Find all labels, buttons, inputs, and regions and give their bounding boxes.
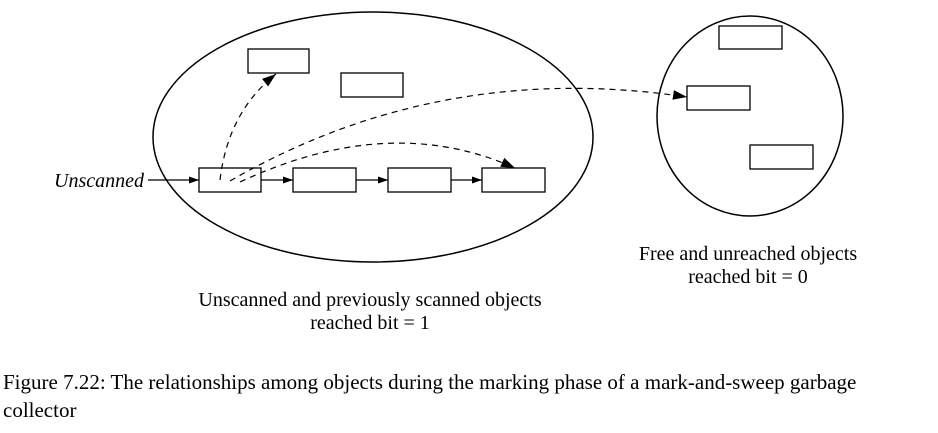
object-box-top	[247, 48, 310, 74]
figure-caption: Figure 7.22: The relationships among obj…	[3, 370, 857, 422]
unscanned-list-node-2	[292, 167, 357, 193]
reached-region-label-line1: Unscanned and previously scanned objects	[198, 289, 541, 311]
object-box-middle	[340, 72, 404, 98]
reference-arrow-to-unreached-object	[229, 87, 688, 182]
unscanned-label: Unscanned	[54, 170, 145, 192]
unscanned-list-node-3	[387, 167, 452, 193]
reached-objects-region	[152, 11, 594, 263]
free-object-box-1	[718, 25, 783, 50]
unreached-region-label-line2: reached bit = 0	[688, 266, 808, 288]
free-object-box-2	[686, 85, 751, 111]
unreached-objects-region	[656, 15, 844, 217]
free-object-box-3	[749, 144, 814, 170]
unscanned-list-head	[198, 167, 262, 193]
unreached-region-label-line1: Free and unreached objects	[639, 243, 857, 265]
reference-arrow-to-list-tail	[239, 142, 516, 183]
diagram: Unscanned Unscanned and previously scann…	[54, 11, 857, 334]
unscanned-list-node-4	[481, 167, 546, 193]
reached-region-label-line2: reached bit = 1	[310, 312, 430, 334]
reference-arrow-to-top-object	[219, 73, 277, 181]
